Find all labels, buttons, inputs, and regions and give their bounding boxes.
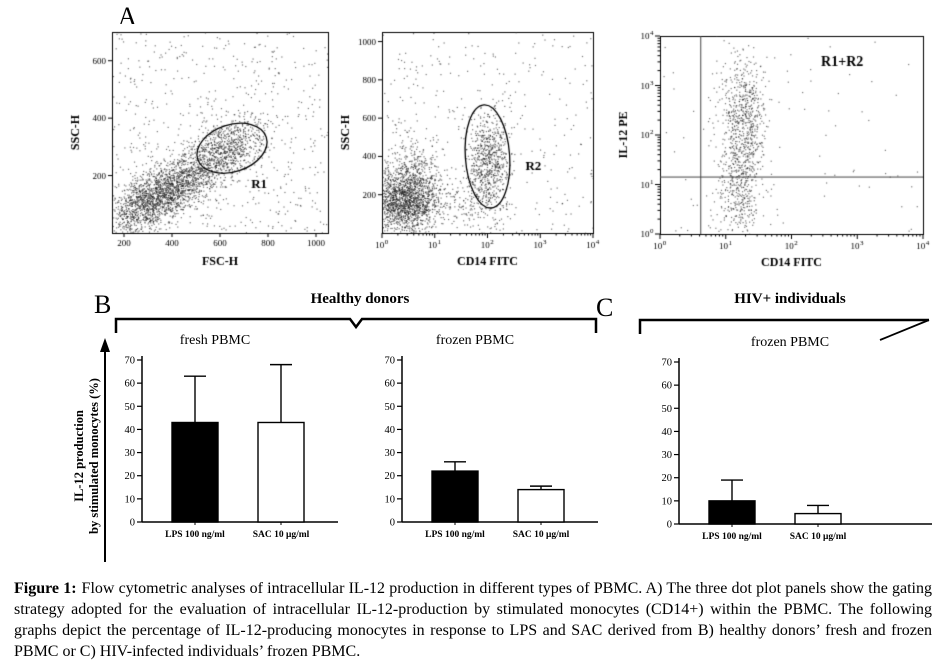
- panel-c-label: C: [596, 293, 614, 322]
- svg-text:SAC 10 μg/ml: SAC 10 μg/ml: [253, 530, 310, 540]
- svg-text:0: 0: [390, 518, 395, 529]
- svg-text:40: 40: [125, 425, 136, 436]
- hiv-individuals-title: HIV+ individuals: [734, 291, 846, 307]
- svg-text:SAC 10 μg/ml: SAC 10 μg/ml: [513, 530, 570, 540]
- figure-caption-label: Figure 1:: [14, 580, 77, 597]
- y-axis-arrow: [100, 338, 110, 562]
- svg-text:20: 20: [125, 471, 136, 482]
- svg-text:0: 0: [130, 518, 135, 529]
- svg-text:20: 20: [385, 471, 396, 482]
- svg-text:60: 60: [385, 379, 396, 390]
- panel-a-label: A: [118, 2, 137, 31]
- hiv-individuals-bracket: [638, 318, 930, 341]
- healthy-donors-title: Healthy donors: [310, 291, 410, 307]
- svg-text:LPS 100 ng/ml: LPS 100 ng/ml: [165, 530, 225, 540]
- svg-text:30: 30: [125, 448, 136, 459]
- svg-text:50: 50: [125, 402, 136, 413]
- svg-text:30: 30: [662, 450, 673, 461]
- svg-text:70: 70: [662, 358, 673, 369]
- svg-text:LPS 100 ng/ml: LPS 100 ng/ml: [425, 530, 485, 540]
- svg-text:40: 40: [662, 427, 673, 438]
- svg-text:50: 50: [662, 404, 673, 415]
- barchart-healthy-fresh: 0 10 20 30 40 50 60 70 LPS 100 ng/ml SAC 10 μg/ml: [125, 356, 338, 540]
- figure-caption-text: Flow cytometric analyses of intracellula…: [14, 580, 933, 661]
- svg-text:30: 30: [385, 448, 396, 459]
- svg-text:40: 40: [385, 425, 396, 436]
- svg-text:60: 60: [662, 381, 673, 392]
- svg-text:50: 50: [385, 402, 396, 413]
- fresh-pbmc-title: fresh PBMC: [179, 333, 251, 348]
- dotplot-cd14-ssc: [338, 24, 603, 269]
- svg-text:LPS 100 ng/ml: LPS 100 ng/ml: [702, 532, 762, 542]
- frozen-pbmc-title-c: frozen PBMC: [750, 335, 830, 350]
- figure-caption: Figure 1: Flow cytometric analyses of int…: [14, 578, 932, 662]
- dotplot-fsc-ssc: [68, 24, 338, 269]
- svg-text:10: 10: [125, 494, 136, 505]
- barchart-hiv-frozen: 0 10 20 30 40 50 60 70 LPS 100 ng/ml SAC 10 μg/ml: [662, 358, 932, 542]
- dotplot-cd14-il12: [616, 28, 933, 270]
- panel-b-label: B: [94, 290, 112, 319]
- svg-text:60: 60: [125, 379, 136, 390]
- y-axis-label-line1: IL-12 production: [72, 410, 86, 502]
- svg-text:70: 70: [125, 356, 136, 367]
- barchart-healthy-frozen: 0 10 20 30 40 50 60 70 LPS 100 ng/ml SAC 10 μg/ml: [385, 356, 598, 540]
- frozen-pbmc-title-b: frozen PBMC: [435, 333, 515, 348]
- svg-text:10: 10: [385, 494, 396, 505]
- svg-text:SAC 10 μg/ml: SAC 10 μg/ml: [790, 532, 847, 542]
- svg-text:10: 10: [662, 496, 673, 507]
- svg-text:0: 0: [667, 520, 672, 531]
- svg-text:20: 20: [662, 473, 673, 484]
- healthy-donors-bracket: [114, 317, 598, 333]
- svg-text:70: 70: [385, 356, 396, 367]
